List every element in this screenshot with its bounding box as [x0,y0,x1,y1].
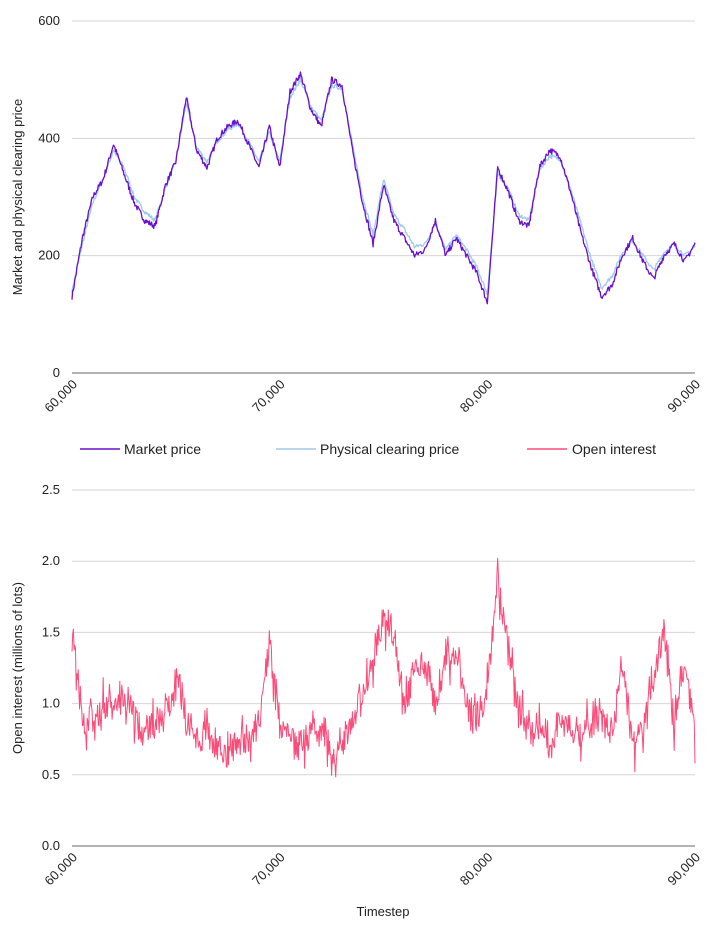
price-chart-x-tick-label: 80,000 [457,377,496,416]
price-chart-y-tick-label: 0 [53,365,60,380]
open-interest-chart-y-tick-label: 2.5 [42,482,60,497]
open-interest-chart-x-axis-title: Timestep [357,904,410,919]
open-interest-chart-x-tick-label: 80,000 [457,850,496,889]
legend-label-market-price: Market price [124,441,201,457]
price-chart-x-tick-labels: 60,000 70,000 80,000 90,000 [41,377,703,416]
open-interest-chart: 0.0 0.5 1.0 1.5 2.0 2.5 60,000 70,000 80,000 90,… [10,482,703,919]
price-chart-x-tick-label: 90,000 [664,377,703,416]
legend: Market price Physical clearing price Ope… [80,441,656,457]
price-chart-x-tick-label: 60,000 [41,377,80,416]
open-interest-chart-x-tick-labels: 60,000 70,000 80,000 90,000 [41,850,703,889]
open-interest-chart-y-tick-label: 2.0 [42,553,60,568]
open-interest-chart-series [71,557,696,778]
legend-item-market-price: Market price [80,441,201,457]
open-interest-chart-y-tick-label: 0.0 [42,838,60,853]
open-interest-chart-x-tick-label: 90,000 [664,850,703,889]
price-chart-y-tick-label: 200 [38,248,60,263]
legend-item-physical-clearing-price: Physical clearing price [276,441,459,457]
open-interest-chart-gridlines [72,489,695,847]
legend-label-physical-clearing-price: Physical clearing price [320,441,459,457]
open-interest-chart-y-axis-title: Open interest (millions of lots) [10,582,25,754]
price-chart-y-tick-label: 400 [38,130,60,145]
price-chart-y-tick-labels: 0 200 400 600 [38,13,60,380]
price-chart-y-tick-label: 600 [38,13,60,28]
open-interest-chart-y-tick-labels: 0.0 0.5 1.0 1.5 2.0 2.5 [42,482,60,853]
series-line-open-interest [71,557,696,778]
price-chart: 0 200 400 600 60,000 70,000 80,000 90,000 Mark… [10,13,703,415]
series-line-market-price [71,71,696,305]
legend-label-open-interest: Open interest [572,441,656,457]
price-chart-series [71,71,696,305]
open-interest-chart-y-tick-label: 1.5 [42,624,60,639]
open-interest-chart-x-tick-label: 60,000 [41,850,80,889]
open-interest-chart-y-tick-label: 1.0 [42,696,60,711]
price-chart-y-axis-title: Market and physical clearing price [10,99,25,296]
legend-item-open-interest: Open interest [527,441,656,457]
price-chart-gridlines [72,20,695,374]
price-chart-x-tick-label: 70,000 [249,377,288,416]
open-interest-chart-y-tick-label: 0.5 [42,767,60,782]
open-interest-chart-x-tick-label: 70,000 [249,850,288,889]
